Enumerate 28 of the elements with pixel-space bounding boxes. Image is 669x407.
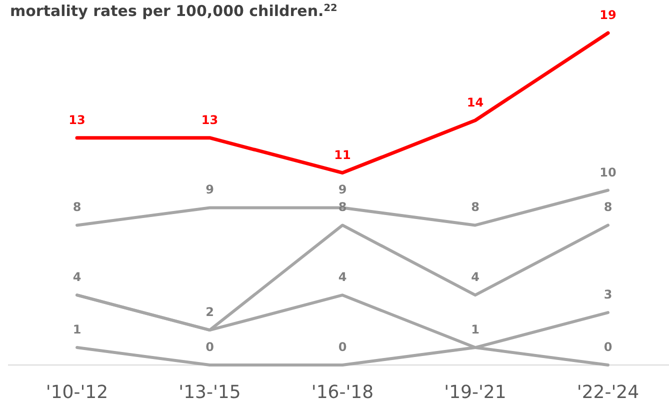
- data-label: 3: [604, 288, 612, 302]
- data-label: 8: [338, 200, 347, 214]
- data-label: 9: [206, 182, 214, 197]
- chart-title: mortality rates per 100,000 children.$^{22}$: [10, 2, 338, 20]
- data-label: 11: [334, 148, 351, 162]
- x-tick-label: '16-'18: [311, 382, 374, 403]
- data-label: 4: [338, 270, 347, 284]
- x-tick-label: '13-'15: [178, 382, 241, 403]
- data-label: 0: [206, 340, 214, 354]
- data-label: 13: [68, 112, 86, 127]
- data-label: 1: [471, 322, 480, 337]
- data-label: 10: [600, 165, 616, 180]
- data-label: 9: [338, 182, 347, 197]
- data-label: 19: [600, 8, 616, 22]
- data-label: 0: [338, 340, 347, 354]
- data-label: 1: [72, 322, 82, 337]
- x-tick-label: '10-'12: [46, 382, 108, 403]
- data-label: 4: [72, 270, 82, 284]
- data-label: 4: [471, 270, 480, 284]
- data-label: 8: [471, 200, 480, 214]
- data-label: 14: [466, 95, 484, 110]
- x-tick-label: '22-'24: [576, 382, 640, 403]
- data-label: 8: [604, 200, 612, 214]
- data-label: 0: [604, 340, 612, 354]
- x-tick-label: '19-'21: [444, 382, 506, 403]
- data-label: 8: [72, 200, 82, 214]
- data-label: 13: [201, 112, 218, 127]
- data-label: 2: [206, 305, 214, 320]
